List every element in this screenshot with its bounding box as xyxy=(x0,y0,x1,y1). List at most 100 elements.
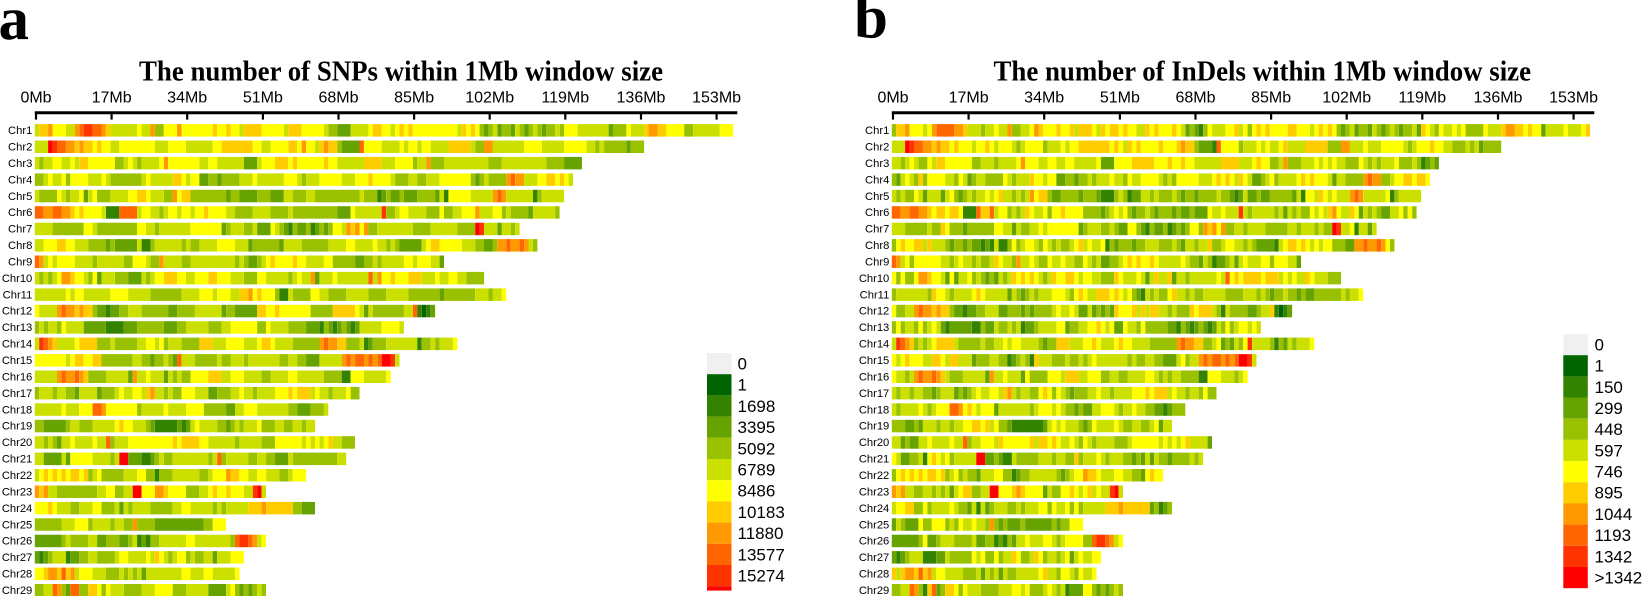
svg-text:Chr7: Chr7 xyxy=(8,224,32,236)
svg-text:Chr19: Chr19 xyxy=(2,421,32,433)
svg-text:Chr1: Chr1 xyxy=(865,125,889,137)
svg-text:3395: 3395 xyxy=(738,418,776,437)
svg-text:597: 597 xyxy=(1595,441,1623,460)
svg-text:Chr26: Chr26 xyxy=(859,536,889,548)
svg-text:153Mb: 153Mb xyxy=(692,90,741,107)
svg-text:Chr4: Chr4 xyxy=(8,174,32,186)
svg-text:1: 1 xyxy=(738,376,747,395)
svg-text:Chr6: Chr6 xyxy=(8,207,32,219)
svg-text:Chr2: Chr2 xyxy=(8,142,32,154)
svg-text:85Mb: 85Mb xyxy=(394,90,434,107)
svg-text:10183: 10183 xyxy=(738,503,785,522)
svg-text:119Mb: 119Mb xyxy=(1398,90,1446,107)
svg-text:17Mb: 17Mb xyxy=(92,90,132,107)
svg-text:0: 0 xyxy=(1595,336,1604,355)
svg-text:34Mb: 34Mb xyxy=(167,90,207,107)
svg-text:1193: 1193 xyxy=(1595,526,1632,545)
svg-text:11880: 11880 xyxy=(738,524,784,543)
svg-text:Chr10: Chr10 xyxy=(2,273,32,285)
svg-text:Chr25: Chr25 xyxy=(859,519,889,531)
svg-text:Chr13: Chr13 xyxy=(859,322,889,334)
svg-text:Chr23: Chr23 xyxy=(2,486,32,498)
svg-text:8486: 8486 xyxy=(738,482,776,501)
svg-text:136Mb: 136Mb xyxy=(1474,90,1523,107)
svg-text:34Mb: 34Mb xyxy=(1024,90,1064,107)
svg-text:Chr24: Chr24 xyxy=(2,503,32,515)
svg-text:895: 895 xyxy=(1595,484,1623,503)
svg-text:5092: 5092 xyxy=(738,439,776,458)
svg-text:Chr17: Chr17 xyxy=(859,388,889,400)
svg-text:Chr27: Chr27 xyxy=(2,552,32,564)
svg-text:102Mb: 102Mb xyxy=(1322,90,1371,107)
svg-text:Chr17: Chr17 xyxy=(2,388,32,400)
svg-text:Chr16: Chr16 xyxy=(2,371,32,383)
svg-text:136Mb: 136Mb xyxy=(617,90,666,107)
svg-text:13577: 13577 xyxy=(738,545,785,564)
svg-text:Chr28: Chr28 xyxy=(2,569,32,581)
svg-text:85Mb: 85Mb xyxy=(1251,90,1291,107)
svg-text:51Mb: 51Mb xyxy=(1100,90,1140,107)
svg-text:Chr14: Chr14 xyxy=(859,339,889,351)
svg-text:Chr27: Chr27 xyxy=(859,552,889,564)
svg-text:68Mb: 68Mb xyxy=(318,90,358,107)
svg-text:Chr8: Chr8 xyxy=(8,240,32,252)
svg-text:102Mb: 102Mb xyxy=(465,90,514,107)
svg-text:119Mb: 119Mb xyxy=(541,90,589,107)
svg-text:Chr10: Chr10 xyxy=(859,273,889,285)
svg-text:Chr26: Chr26 xyxy=(2,536,32,548)
svg-text:17Mb: 17Mb xyxy=(949,90,989,107)
svg-text:Chr19: Chr19 xyxy=(859,421,889,433)
svg-text:746: 746 xyxy=(1595,463,1623,482)
svg-text:Chr12: Chr12 xyxy=(2,306,32,318)
svg-text:Chr1: Chr1 xyxy=(8,125,32,137)
svg-text:299: 299 xyxy=(1595,399,1623,418)
svg-text:Chr16: Chr16 xyxy=(859,371,889,383)
svg-text:Chr2: Chr2 xyxy=(865,142,889,154)
svg-text:Chr5: Chr5 xyxy=(865,191,889,203)
svg-text:448: 448 xyxy=(1595,420,1623,439)
svg-text:Chr20: Chr20 xyxy=(2,437,32,449)
svg-text:0Mb: 0Mb xyxy=(877,90,908,107)
svg-text:Chr21: Chr21 xyxy=(2,454,32,466)
svg-text:Chr18: Chr18 xyxy=(859,404,889,416)
svg-text:Chr12: Chr12 xyxy=(859,306,889,318)
svg-text:1: 1 xyxy=(1595,357,1604,376)
svg-text:Chr24: Chr24 xyxy=(859,503,889,515)
svg-text:Chr4: Chr4 xyxy=(865,174,889,186)
svg-text:Chr15: Chr15 xyxy=(859,355,889,367)
svg-text:a: a xyxy=(0,0,29,53)
svg-text:b: b xyxy=(854,0,888,52)
svg-text:Chr22: Chr22 xyxy=(859,470,889,482)
svg-text:1342: 1342 xyxy=(1595,547,1633,566)
svg-text:6789: 6789 xyxy=(738,461,776,480)
svg-text:51Mb: 51Mb xyxy=(243,90,283,107)
svg-text:1044: 1044 xyxy=(1595,505,1633,524)
svg-text:Chr22: Chr22 xyxy=(2,470,32,482)
svg-text:1698: 1698 xyxy=(738,397,776,416)
svg-text:Chr9: Chr9 xyxy=(865,256,889,268)
svg-text:Chr3: Chr3 xyxy=(8,158,32,170)
svg-text:Chr15: Chr15 xyxy=(2,355,32,367)
svg-text:Chr6: Chr6 xyxy=(865,207,889,219)
svg-text:Chr13: Chr13 xyxy=(2,322,32,334)
svg-text:Chr21: Chr21 xyxy=(859,454,889,466)
svg-text:Chr9: Chr9 xyxy=(8,256,32,268)
svg-text:Chr28: Chr28 xyxy=(859,569,889,581)
svg-text:Chr11: Chr11 xyxy=(860,289,890,301)
svg-text:The number of SNPs within 1Mb: The number of SNPs within 1Mb window siz… xyxy=(139,57,663,88)
svg-text:Chr8: Chr8 xyxy=(865,240,889,252)
svg-text:Chr11: Chr11 xyxy=(3,289,33,301)
svg-text:Chr23: Chr23 xyxy=(859,486,889,498)
svg-text:15274: 15274 xyxy=(738,567,785,586)
svg-text:>1342: >1342 xyxy=(1595,569,1642,588)
svg-text:Chr18: Chr18 xyxy=(2,404,32,416)
svg-text:Chr25: Chr25 xyxy=(2,519,32,531)
svg-text:0: 0 xyxy=(738,355,747,374)
svg-text:Chr3: Chr3 xyxy=(865,158,889,170)
svg-text:Chr20: Chr20 xyxy=(859,437,889,449)
svg-text:Chr29: Chr29 xyxy=(859,585,889,596)
svg-text:0Mb: 0Mb xyxy=(20,90,51,107)
svg-text:Chr14: Chr14 xyxy=(2,339,32,351)
svg-text:150: 150 xyxy=(1595,378,1623,397)
svg-text:Chr5: Chr5 xyxy=(8,191,32,203)
